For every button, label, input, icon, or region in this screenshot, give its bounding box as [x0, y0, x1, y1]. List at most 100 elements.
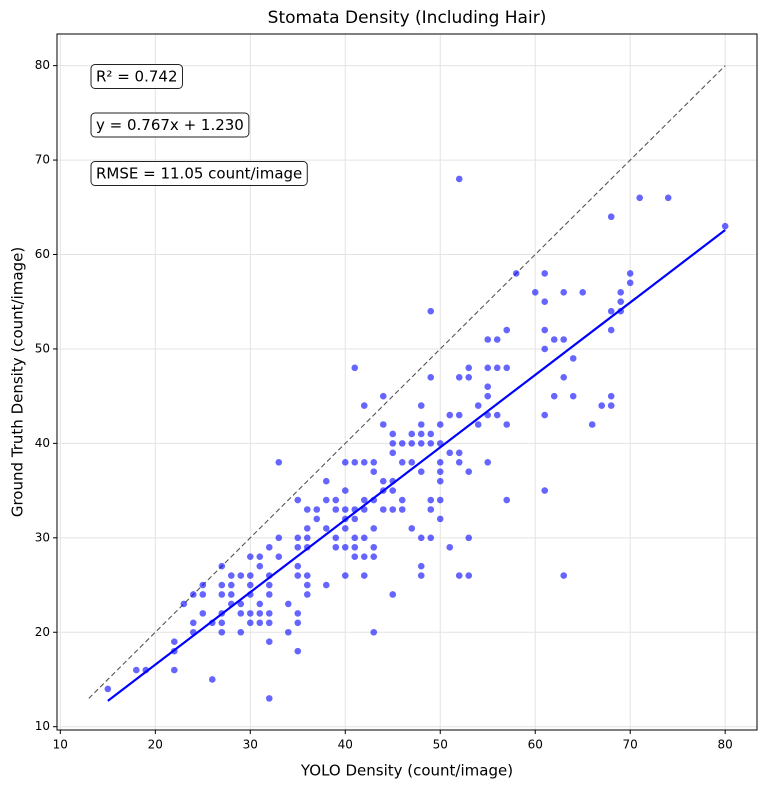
x-tick-label: 20 — [148, 738, 163, 752]
data-point — [541, 298, 549, 306]
data-point — [294, 562, 302, 570]
data-point — [313, 515, 321, 523]
data-point — [227, 581, 235, 589]
data-point — [332, 496, 340, 504]
data-point — [265, 591, 273, 598]
identity-line — [88, 65, 726, 699]
data-point — [389, 591, 397, 598]
data-point — [275, 534, 283, 542]
data-point — [294, 647, 302, 655]
data-point — [341, 572, 349, 579]
data-point — [474, 402, 482, 409]
data-point — [275, 458, 283, 466]
y-tick-label: 70 — [35, 153, 50, 167]
data-point — [246, 553, 254, 561]
data-point — [322, 581, 330, 589]
data-point — [294, 534, 302, 542]
data-point — [427, 430, 435, 438]
data-point — [588, 421, 596, 428]
data-point — [189, 591, 197, 598]
data-point — [133, 666, 140, 674]
data-point — [332, 534, 340, 542]
data-point — [484, 383, 492, 391]
data-point — [170, 638, 178, 646]
annotation-box — [90, 112, 250, 138]
data-point — [417, 468, 425, 476]
data-point — [294, 496, 302, 504]
data-point — [294, 572, 302, 579]
data-point — [370, 553, 378, 561]
data-point — [370, 628, 378, 636]
y-tick-label: 50 — [35, 341, 50, 355]
y-tick-label: 80 — [35, 58, 50, 72]
annotation-text: y = 0.767x + 1.230 — [96, 116, 244, 134]
data-point — [389, 449, 397, 457]
data-point — [360, 534, 368, 542]
data-point — [303, 525, 311, 532]
data-point — [341, 525, 349, 532]
data-point — [370, 525, 378, 532]
chart-title: Stomata Density (Including Hair) — [268, 8, 547, 28]
data-point — [237, 628, 245, 636]
data-point — [436, 421, 444, 428]
x-axis-label: YOLO Density (count/image) — [300, 762, 513, 780]
data-point — [560, 336, 568, 343]
y-tick-label: 30 — [35, 530, 50, 544]
data-point — [351, 553, 359, 561]
data-point — [360, 496, 368, 504]
data-point — [265, 610, 273, 617]
data-point — [189, 619, 197, 627]
data-point — [322, 496, 330, 504]
data-point — [332, 543, 340, 551]
data-point — [493, 336, 501, 343]
x-tick-label: 70 — [623, 738, 638, 752]
data-point — [417, 440, 425, 447]
data-point — [417, 421, 425, 428]
data-point — [180, 600, 188, 608]
data-point — [436, 477, 444, 485]
data-point — [503, 421, 511, 428]
data-point — [360, 553, 368, 561]
data-point — [351, 364, 359, 372]
data-point — [607, 326, 615, 334]
data-point — [512, 270, 520, 277]
data-point — [265, 543, 273, 551]
data-point — [246, 581, 254, 589]
data-point — [427, 440, 435, 447]
data-point — [560, 373, 568, 381]
data-point — [294, 619, 302, 627]
data-point — [550, 392, 558, 400]
data-point — [446, 449, 454, 457]
y-tick-label: 40 — [35, 436, 50, 450]
data-point — [455, 411, 463, 419]
data-point — [493, 411, 501, 419]
data-point — [275, 553, 283, 561]
data-point — [531, 288, 539, 296]
x-tick-label: 30 — [243, 738, 258, 752]
annotation-text: RMSE = 11.05 count/image — [96, 165, 302, 183]
data-point — [484, 364, 492, 372]
data-point — [484, 392, 492, 400]
data-point — [199, 591, 207, 598]
data-point — [237, 600, 245, 608]
data-point — [332, 506, 340, 513]
data-point — [579, 288, 587, 296]
data-point — [256, 619, 264, 627]
fit-line — [107, 229, 726, 702]
data-point — [474, 421, 482, 428]
data-point — [427, 506, 435, 513]
data-point — [265, 619, 273, 627]
data-point — [341, 506, 349, 513]
data-point — [256, 600, 264, 608]
data-point — [446, 411, 454, 419]
grid — [57, 34, 757, 730]
data-point — [408, 430, 416, 438]
data-point — [265, 638, 273, 646]
data-point — [484, 336, 492, 343]
data-point — [436, 496, 444, 504]
data-point — [607, 402, 615, 409]
data-point — [379, 421, 387, 428]
data-point — [360, 458, 368, 466]
data-point — [351, 515, 359, 523]
data-point — [303, 534, 311, 542]
